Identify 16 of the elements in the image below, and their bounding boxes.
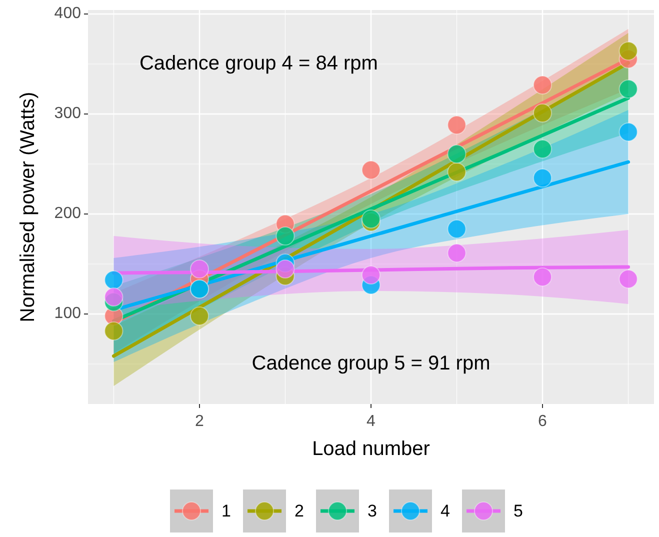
- annotation: Cadence group 5 = 91 rpm: [252, 352, 490, 374]
- x-tick-label: 2: [195, 413, 204, 430]
- y-tick-label: 400: [54, 5, 82, 22]
- x-axis-title: Load number: [312, 438, 430, 460]
- y-tick-label: 200: [54, 205, 82, 222]
- annotation: Cadence group 4 = 84 rpm: [139, 52, 378, 74]
- x-tick-label: 6: [538, 413, 548, 430]
- legend-label: 2: [294, 501, 304, 520]
- x-tick-label: 4: [366, 413, 376, 430]
- y-axis-title: Normalised power (Watts): [17, 92, 39, 322]
- legend-label: 3: [368, 501, 377, 520]
- legend-label: 5: [514, 501, 523, 520]
- y-tick-label: 100: [54, 305, 82, 322]
- legend-label: 1: [222, 501, 231, 520]
- y-tick-label: 300: [54, 105, 82, 122]
- legend-label: 4: [440, 501, 450, 520]
